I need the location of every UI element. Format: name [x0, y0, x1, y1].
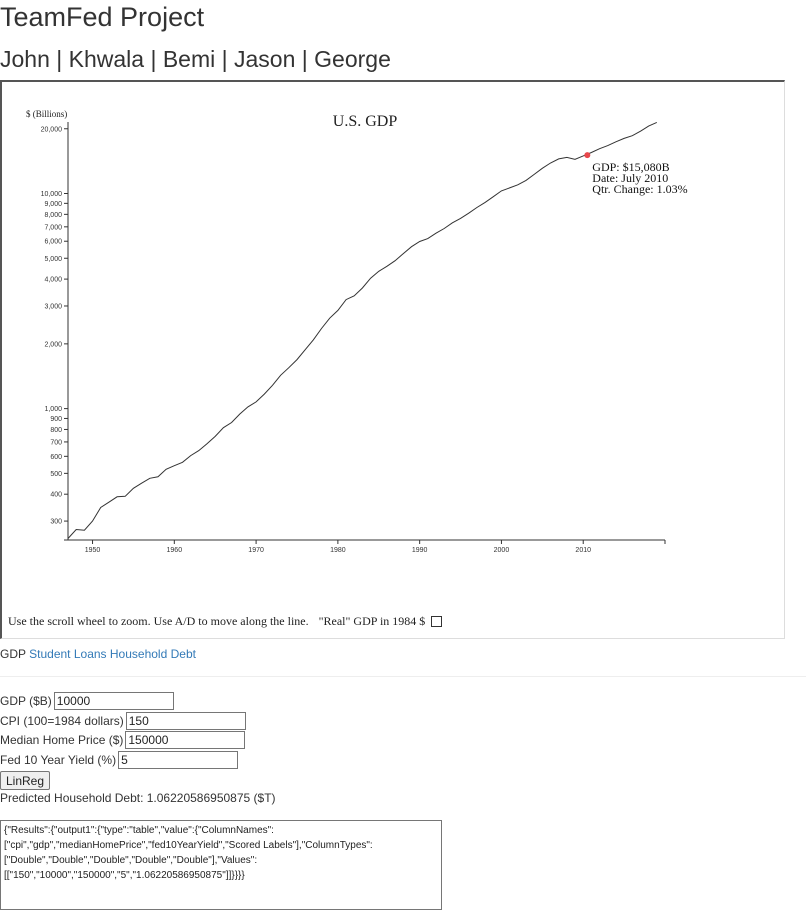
- home-price-input[interactable]: [125, 731, 246, 749]
- x-tick-label: 1980: [330, 547, 346, 554]
- predicted-household-debt: Predicted Household Debt: 1.062205869508…: [0, 791, 276, 805]
- x-tick-label: 2010: [575, 547, 591, 554]
- tab-household-debt[interactable]: Household Debt: [109, 647, 196, 661]
- y-tick-label: 400: [50, 492, 62, 499]
- cpi-input[interactable]: [125, 712, 246, 730]
- dataset-nav: GDP Student Loans Household Debt: [0, 647, 196, 661]
- member-separator: |: [144, 46, 163, 72]
- chart-title: U.S. GDP: [333, 113, 398, 130]
- tooltip-date: Date: July 2010: [592, 171, 668, 185]
- gdp-chart[interactable]: U.S. GDP $ (Billions) 300 400 500 600 700 800…: [2, 82, 785, 639]
- home-price-row: Median Home Price ($): [0, 731, 246, 749]
- member-khwala: Khwala: [68, 46, 145, 72]
- y-tick-label: 1,000: [44, 406, 62, 413]
- x-tick-label: 1960: [167, 547, 183, 554]
- home-price-label: Median Home Price ($): [0, 733, 124, 747]
- tooltip-gdp: GDP: $15,080B: [592, 160, 669, 174]
- y-tick-label: 4,000: [44, 277, 62, 284]
- linreg-button[interactable]: LinReg: [0, 771, 51, 790]
- x-tick-label: 1950: [85, 547, 101, 554]
- y-tick-label: 600: [50, 454, 62, 461]
- y-tick-label: 5,000: [44, 256, 62, 263]
- y-tick-label: 300: [50, 519, 62, 526]
- y-tick-label: 3,000: [44, 303, 62, 310]
- chart-footer: Use the scroll wheel to zoom. Use A/D to…: [8, 614, 443, 629]
- y-tick-label: 8,000: [44, 212, 62, 219]
- real-gdp-label: "Real" GDP in 1984 $: [318, 614, 426, 628]
- gdp-series-line: [67, 121, 658, 539]
- member-john: John: [0, 46, 50, 72]
- yield-row: Fed 10 Year Yield (%): [0, 751, 239, 769]
- y-tick-label: 700: [50, 439, 62, 446]
- yield-input[interactable]: [118, 751, 239, 769]
- gdp-input[interactable]: [53, 692, 174, 710]
- y-tick-label: 9,000: [44, 201, 62, 208]
- point-tooltip: GDP: $15,080B Date: July 2010 Qtr. Chang…: [592, 160, 687, 196]
- member-jason: Jason: [234, 46, 296, 72]
- y-tick-label: 20,000: [41, 126, 63, 133]
- zoom-instructions: Use the scroll wheel to zoom. Use A/D to…: [8, 614, 309, 628]
- real-gdp-checkbox[interactable]: [431, 616, 443, 627]
- divider: [0, 676, 806, 677]
- tooltip-change: Qtr. Change: 1.03%: [592, 182, 687, 196]
- results-output[interactable]: {"Results":{"output1":{"type":"table","v…: [0, 820, 442, 910]
- y-axis-label: $ (Billions): [26, 109, 67, 119]
- cpi-row: CPI (100=1984 dollars): [0, 712, 246, 730]
- member-george: George: [314, 46, 391, 72]
- cpi-label: CPI (100=1984 dollars): [0, 714, 124, 728]
- page-title: TeamFed Project: [0, 2, 205, 32]
- y-tick-label: 800: [50, 427, 62, 434]
- member-separator: |: [215, 46, 235, 72]
- member-separator: |: [49, 46, 69, 72]
- yield-label: Fed 10 Year Yield (%): [0, 753, 117, 767]
- x-tick-label: 2000: [494, 547, 510, 554]
- x-tick-label: 1990: [412, 547, 428, 554]
- y-tick-label: 7,000: [44, 224, 62, 231]
- gdp-chart-panel[interactable]: U.S. GDP $ (Billions) 300 400 500 600 700 800…: [0, 80, 785, 639]
- member-bemi: Bemi: [162, 46, 216, 72]
- x-axis: 1950 1960 1970 1980 1990 2000 2010: [64, 539, 666, 554]
- tab-gdp[interactable]: GDP: [0, 647, 26, 661]
- y-tick-label: 900: [50, 416, 62, 423]
- y-tick-label: 6,000: [44, 239, 62, 246]
- y-tick-label: 2,000: [44, 341, 62, 348]
- highlight-point: [584, 152, 591, 159]
- gdp-row: GDP ($B): [0, 692, 174, 710]
- x-tick-label: 1970: [248, 547, 264, 554]
- member-separator: |: [295, 46, 315, 72]
- gdp-label: GDP ($B): [0, 694, 52, 708]
- y-tick-label: 500: [50, 471, 62, 478]
- y-tick-label: 10,000: [41, 191, 63, 198]
- team-members: John | Khwala | Bemi | Jason | George: [0, 46, 391, 73]
- tab-student-loans[interactable]: Student Loans: [29, 647, 107, 661]
- y-axis: 300 400 500 600 700 800 900 1,000 2,000 3,000 4,00…: [41, 122, 69, 540]
